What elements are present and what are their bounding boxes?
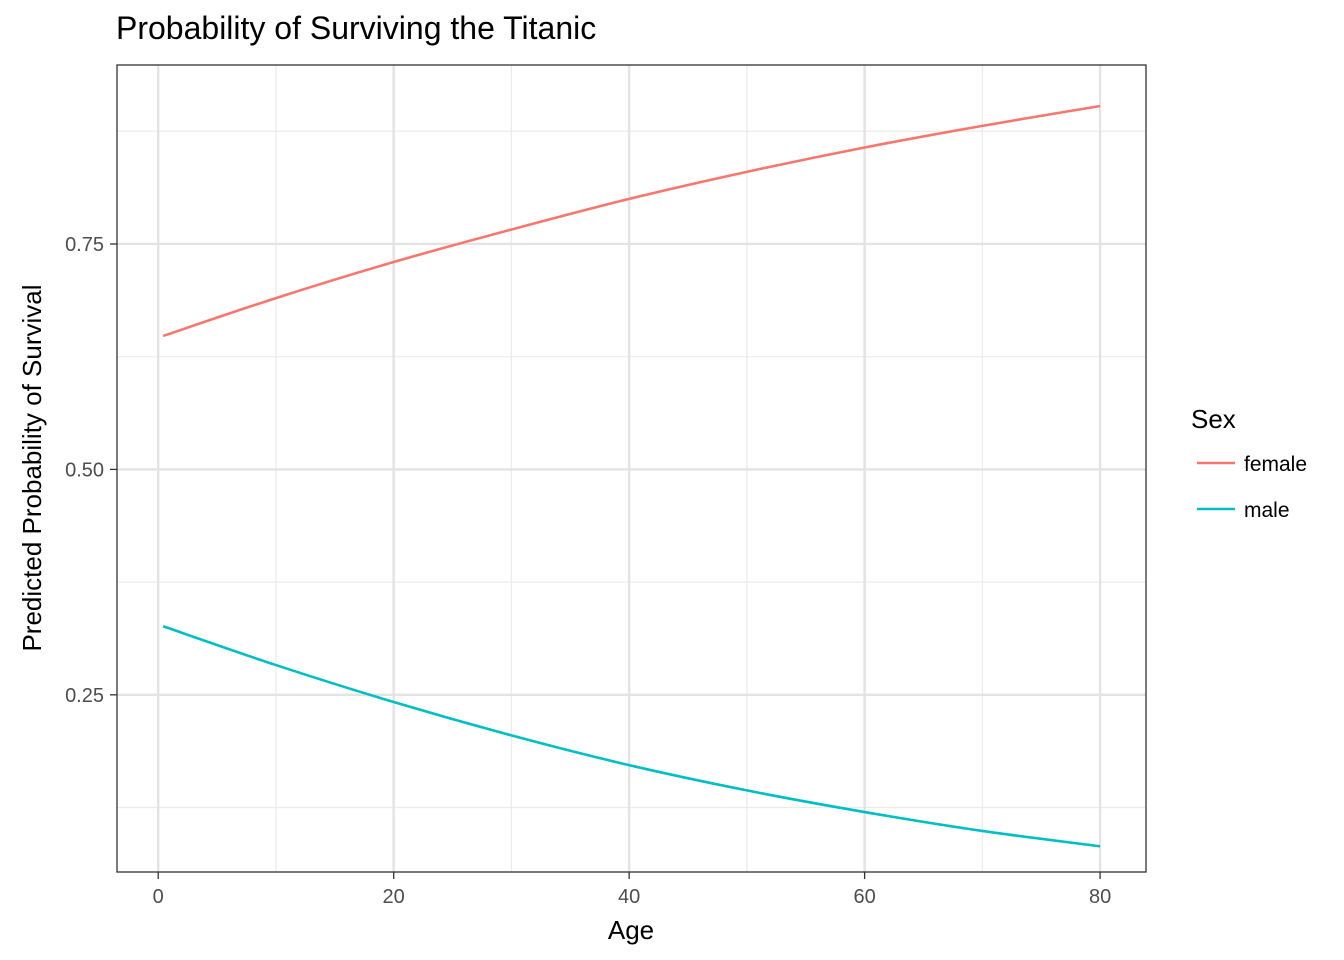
plot-panel-border	[116, 64, 1147, 873]
series-line-female	[162, 104, 1101, 338]
chart-title: Probability of Surviving the Titanic	[116, 10, 596, 46]
legend: Sex female male	[1191, 404, 1307, 522]
x-axis-title: Age	[608, 915, 654, 945]
legend-label-male: male	[1244, 499, 1290, 522]
y-tick-label: 0.50	[65, 459, 104, 481]
y-axis: 0.25 0.50 0.75	[65, 234, 117, 707]
legend-label-female: female	[1244, 453, 1307, 476]
y-tick-label: 0.25	[65, 685, 104, 707]
x-tick-label: 80	[1089, 886, 1111, 908]
series-line-male	[162, 625, 1101, 848]
x-tick-label: 0	[153, 886, 164, 908]
legend-title: Sex	[1191, 404, 1236, 434]
x-axis: 0 20 40 60 80	[153, 872, 1111, 908]
series-layer	[162, 104, 1101, 848]
y-axis-title: Predicted Probability of Survival	[17, 284, 47, 651]
x-tick-label: 40	[618, 886, 640, 908]
x-tick-label: 20	[383, 886, 405, 908]
major-gridlines	[117, 65, 1146, 872]
x-tick-label: 60	[853, 886, 875, 908]
minor-gridlines	[117, 65, 1146, 872]
y-tick-label: 0.75	[65, 234, 104, 256]
